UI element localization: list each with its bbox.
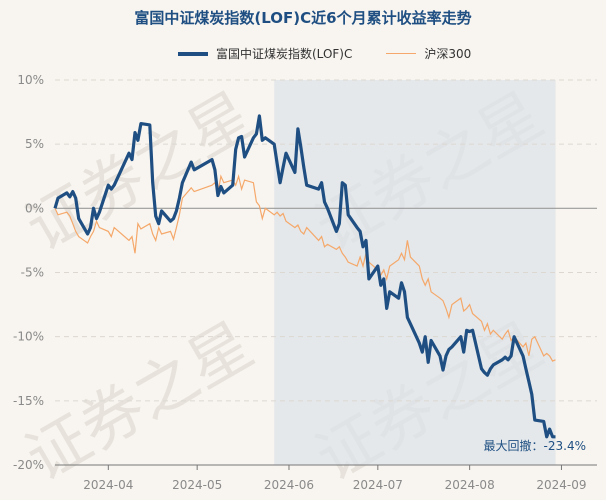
y-axis-ticks: 10% 5% 0% -5% -10% -15% -20% <box>13 73 44 472</box>
legend-swatch-index <box>386 53 417 54</box>
legend-label-fund: 富国中证煤炭指数(LOF)C <box>216 47 353 61</box>
y-tick-label: -10% <box>13 330 44 344</box>
series-line-index <box>54 174 556 362</box>
legend-label-index: 沪深300 <box>424 47 472 61</box>
watermark-text: 证券之星 <box>14 308 265 495</box>
x-tick-label: 2024-05 <box>172 478 222 492</box>
x-axis-ticks: 2024-04 2024-05 2024-06 2024-07 2024-08 2024-… <box>83 465 587 492</box>
y-tick-label: 10% <box>17 73 44 87</box>
legend-item-index[interactable]: 沪深300 <box>386 45 471 62</box>
legend-swatch-fund <box>178 51 208 56</box>
x-tick-label: 2024-06 <box>264 478 314 492</box>
legend-item-fund[interactable]: 富国中证煤炭指数(LOF)C <box>178 45 352 62</box>
max-drawdown-label: 最大回撤：-23.4% <box>484 438 586 453</box>
x-tick-label: 2024-07 <box>353 478 403 492</box>
y-tick-label: -20% <box>13 458 44 472</box>
y-tick-label: 0% <box>25 201 44 215</box>
legend: 富国中证煤炭指数(LOF)C 沪深300 <box>178 45 505 62</box>
series-line-fund <box>53 114 556 439</box>
y-tick-label: -5% <box>21 266 44 280</box>
y-tick-label: -15% <box>13 394 44 408</box>
chart-title: 富国中证煤炭指数(LOF)C近6个月累计收益率走势 <box>134 9 472 27</box>
x-tick-label: 2024-04 <box>83 478 133 492</box>
y-tick-label: 5% <box>25 137 44 151</box>
x-tick-label: 2024-08 <box>445 478 495 492</box>
x-tick-label: 2024-09 <box>536 478 586 492</box>
watermark-text: 证券之星 <box>14 78 265 265</box>
